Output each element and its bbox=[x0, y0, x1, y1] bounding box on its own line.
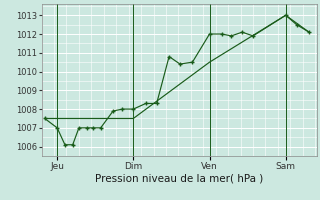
X-axis label: Pression niveau de la mer( hPa ): Pression niveau de la mer( hPa ) bbox=[95, 173, 263, 183]
